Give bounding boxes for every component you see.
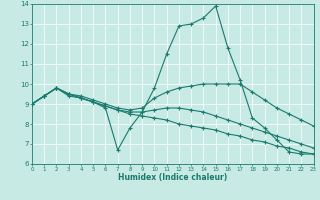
X-axis label: Humidex (Indice chaleur): Humidex (Indice chaleur) — [118, 173, 228, 182]
